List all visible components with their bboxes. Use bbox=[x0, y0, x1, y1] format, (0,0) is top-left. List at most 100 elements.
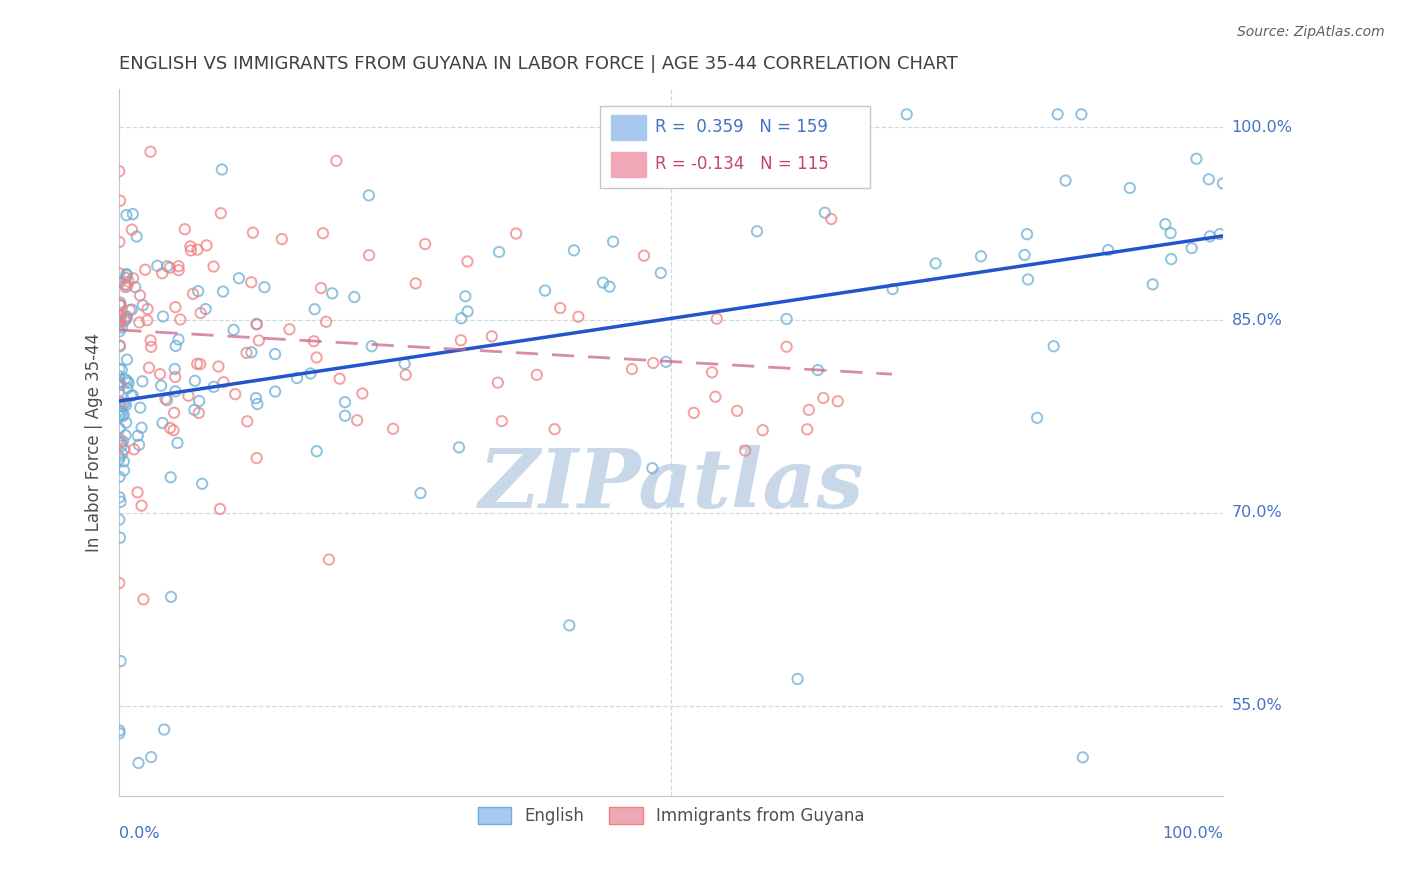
Point bbox=[114, 372, 136, 386]
Point bbox=[115, 268, 138, 283]
Point bbox=[125, 229, 148, 244]
Point bbox=[486, 376, 509, 390]
Point bbox=[128, 756, 150, 770]
Point bbox=[115, 374, 138, 388]
Point bbox=[173, 222, 195, 236]
Point bbox=[202, 260, 225, 274]
Point bbox=[156, 259, 179, 273]
Point bbox=[643, 356, 665, 370]
Point bbox=[110, 435, 132, 450]
Point bbox=[242, 226, 264, 240]
Point bbox=[882, 282, 904, 296]
Point bbox=[413, 237, 436, 252]
Point bbox=[1015, 227, 1038, 242]
Point bbox=[202, 380, 225, 394]
Point bbox=[128, 315, 150, 329]
Point bbox=[1209, 227, 1232, 241]
Point bbox=[450, 311, 472, 326]
Point bbox=[186, 243, 208, 257]
Point bbox=[1097, 243, 1119, 257]
Point bbox=[457, 304, 479, 318]
Point bbox=[181, 286, 204, 301]
Point bbox=[211, 162, 233, 177]
Point bbox=[786, 672, 808, 686]
Point bbox=[924, 256, 946, 270]
Point bbox=[188, 357, 211, 371]
Point bbox=[136, 313, 159, 327]
Point bbox=[1199, 229, 1222, 244]
Point bbox=[270, 232, 292, 246]
Point bbox=[169, 312, 191, 326]
Point bbox=[115, 311, 138, 326]
Text: 100.0%: 100.0% bbox=[1163, 826, 1223, 841]
Point bbox=[117, 376, 139, 390]
Point bbox=[115, 398, 138, 412]
Point bbox=[209, 206, 232, 220]
Point bbox=[121, 207, 143, 221]
Point bbox=[481, 329, 503, 343]
Point bbox=[191, 476, 214, 491]
Point bbox=[797, 402, 820, 417]
Text: 70.0%: 70.0% bbox=[1232, 506, 1282, 520]
Point bbox=[745, 224, 768, 238]
Point bbox=[112, 397, 135, 411]
Point bbox=[186, 357, 208, 371]
Point bbox=[1119, 181, 1142, 195]
Point bbox=[115, 352, 138, 367]
Point bbox=[108, 491, 131, 505]
Point bbox=[108, 376, 131, 390]
Point bbox=[152, 310, 174, 324]
Point bbox=[1212, 177, 1234, 191]
Point bbox=[814, 205, 837, 219]
Point bbox=[1054, 173, 1077, 187]
Point bbox=[224, 387, 246, 401]
Point bbox=[558, 618, 581, 632]
Point bbox=[111, 396, 134, 410]
Text: 100.0%: 100.0% bbox=[1232, 120, 1292, 135]
Point bbox=[194, 301, 217, 316]
Point bbox=[155, 392, 177, 406]
Point bbox=[820, 212, 842, 227]
Point bbox=[179, 239, 201, 253]
Point bbox=[153, 723, 176, 737]
Point bbox=[567, 310, 589, 324]
Text: 55.0%: 55.0% bbox=[1232, 698, 1282, 714]
Text: 85.0%: 85.0% bbox=[1232, 312, 1282, 327]
Point bbox=[108, 421, 131, 435]
Point bbox=[704, 390, 727, 404]
Point bbox=[110, 377, 132, 392]
Point bbox=[108, 452, 131, 467]
Point bbox=[190, 306, 212, 320]
Point bbox=[447, 441, 470, 455]
Point bbox=[150, 378, 173, 392]
Point bbox=[302, 334, 325, 349]
Point bbox=[117, 275, 139, 289]
Point bbox=[122, 271, 145, 285]
Point bbox=[167, 333, 190, 347]
Point bbox=[222, 323, 245, 337]
Point bbox=[1070, 107, 1092, 121]
Point bbox=[111, 320, 134, 334]
Point bbox=[115, 310, 138, 324]
Point bbox=[110, 395, 132, 409]
Point bbox=[620, 362, 643, 376]
Point bbox=[235, 346, 257, 360]
Point bbox=[108, 399, 131, 413]
Point bbox=[108, 194, 131, 208]
Point bbox=[121, 302, 143, 317]
Point bbox=[395, 368, 418, 382]
Point bbox=[1185, 152, 1208, 166]
Point bbox=[285, 371, 308, 385]
Point bbox=[167, 263, 190, 277]
Point bbox=[1046, 107, 1069, 121]
Point bbox=[141, 340, 163, 354]
Point bbox=[183, 403, 205, 417]
Point bbox=[180, 244, 202, 258]
Point bbox=[115, 416, 138, 430]
Point bbox=[108, 298, 131, 312]
Point bbox=[122, 442, 145, 457]
Point bbox=[325, 153, 347, 168]
Point bbox=[177, 389, 200, 403]
Point bbox=[187, 406, 209, 420]
Text: Source: ZipAtlas.com: Source: ZipAtlas.com bbox=[1237, 25, 1385, 39]
